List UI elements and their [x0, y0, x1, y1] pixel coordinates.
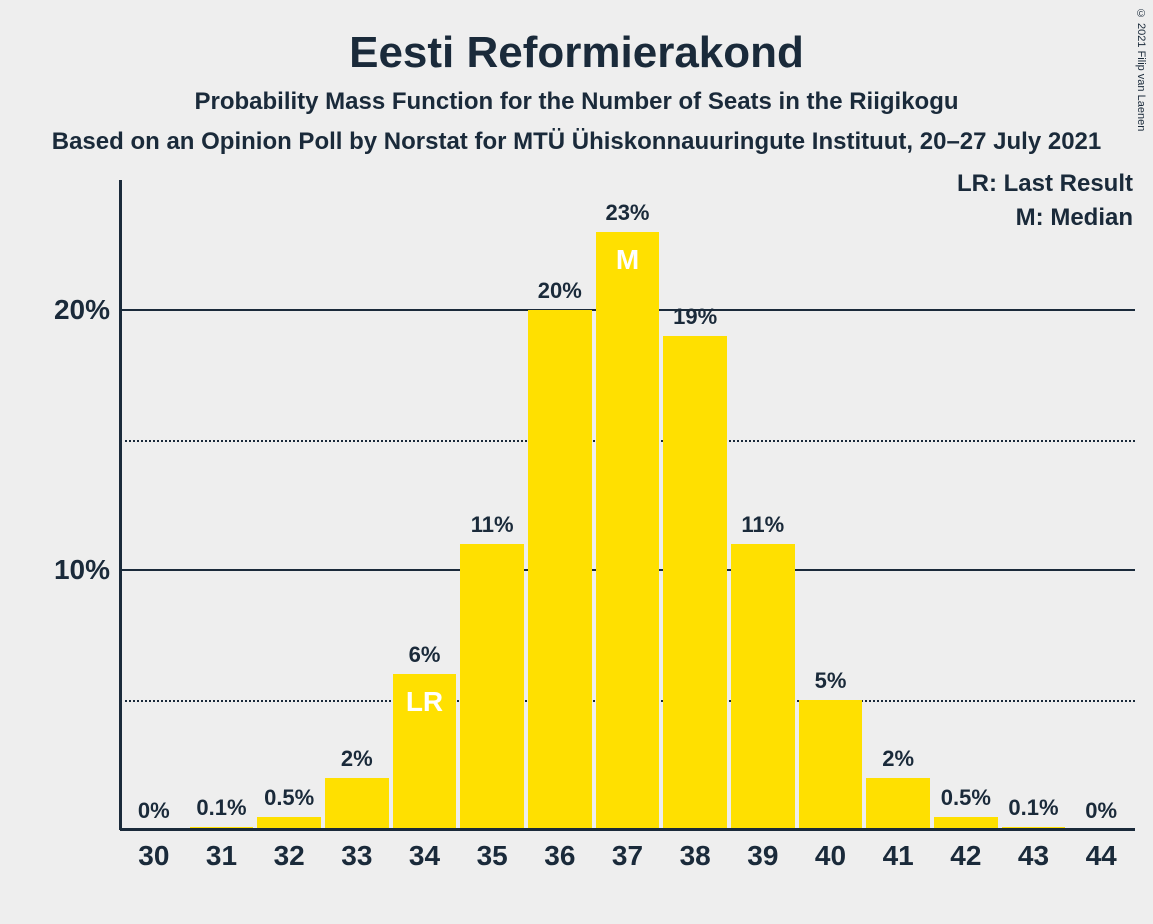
- bar-value-label: 0%: [1069, 798, 1133, 824]
- bar: 19%: [663, 336, 727, 830]
- x-tick-label: 40: [801, 840, 861, 872]
- bar: 11%: [731, 544, 795, 830]
- bar-value-label: 11%: [731, 512, 795, 538]
- chart-title: Eesti Reformierakond: [0, 28, 1153, 78]
- x-tick-label: 37: [598, 840, 658, 872]
- bar-value-label: 0.1%: [190, 795, 254, 821]
- x-tick-label: 34: [395, 840, 455, 872]
- bar: 20%: [528, 310, 592, 830]
- bar-value-label: 23%: [596, 200, 660, 226]
- y-tick-label: 20%: [10, 294, 110, 326]
- plot-area: 10%20%0%300.1%310.5%322%336%LR3411%3520%…: [120, 180, 1135, 830]
- bar-value-label: 5%: [799, 668, 863, 694]
- bar-annotation: M: [596, 244, 660, 276]
- bar-value-label: 2%: [866, 746, 930, 772]
- x-tick-label: 31: [192, 840, 252, 872]
- bar-value-label: 11%: [460, 512, 524, 538]
- bar-value-label: 20%: [528, 278, 592, 304]
- chart-subtitle: Probability Mass Function for the Number…: [0, 88, 1153, 116]
- bar: 5%: [799, 700, 863, 830]
- x-tick-label: 41: [868, 840, 928, 872]
- bar: 6%LR: [393, 674, 457, 830]
- bar: 2%: [866, 778, 930, 830]
- bar-value-label: 19%: [663, 304, 727, 330]
- x-tick-label: 30: [124, 840, 184, 872]
- x-tick-label: 36: [530, 840, 590, 872]
- y-axis: [119, 180, 122, 830]
- y-tick-label: 10%: [10, 554, 110, 586]
- x-tick-label: 33: [327, 840, 387, 872]
- x-tick-label: 44: [1071, 840, 1131, 872]
- bar-value-label: 0.5%: [257, 785, 321, 811]
- bar: 2%: [325, 778, 389, 830]
- x-tick-label: 39: [733, 840, 793, 872]
- bar: 11%: [460, 544, 524, 830]
- bar-value-label: 0.5%: [934, 785, 998, 811]
- x-tick-label: 35: [462, 840, 522, 872]
- bar-value-label: 6%: [393, 642, 457, 668]
- x-tick-label: 43: [1004, 840, 1064, 872]
- x-tick-label: 42: [936, 840, 996, 872]
- x-tick-label: 38: [665, 840, 725, 872]
- x-tick-label: 32: [259, 840, 319, 872]
- bar-annotation: LR: [393, 686, 457, 718]
- chart-source-line: Based on an Opinion Poll by Norstat for …: [0, 128, 1153, 156]
- pmf-chart: Eesti Reformierakond Probability Mass Fu…: [0, 0, 1153, 924]
- bar-value-label: 0.1%: [1002, 795, 1066, 821]
- bar: 23%M: [596, 232, 660, 830]
- copyright-text: © 2021 Filip van Laenen: [1135, 8, 1147, 131]
- x-axis: [120, 828, 1135, 831]
- bar-value-label: 2%: [325, 746, 389, 772]
- bar-value-label: 0%: [122, 798, 186, 824]
